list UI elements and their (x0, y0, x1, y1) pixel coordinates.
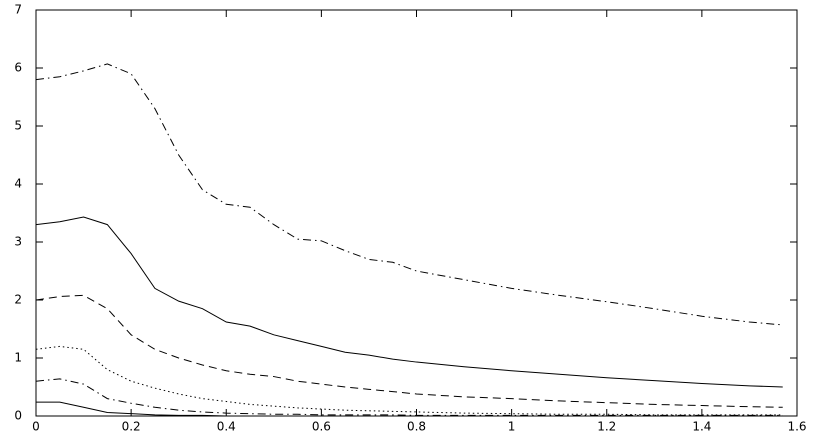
y-tick-label: 3 (14, 235, 22, 249)
line-series (36, 401, 783, 417)
x-tick-label: 1.2 (597, 420, 616, 434)
x-tick-label: 0 (32, 420, 40, 434)
plot-frame (35, 9, 798, 417)
y-tick-label: 4 (14, 177, 22, 191)
line-series (35, 294, 783, 408)
x-tick-label: 1 (508, 420, 516, 434)
line-series (35, 345, 783, 416)
line-series (35, 63, 783, 326)
y-tick-label: 0 (14, 409, 22, 423)
y-tick-label: 2 (14, 293, 22, 307)
x-tick-label: 0.4 (217, 420, 236, 434)
x-tick-label: 1.4 (692, 420, 711, 434)
line-series (35, 378, 783, 416)
y-tick-label: 7 (14, 3, 22, 17)
y-tick-label: 5 (14, 119, 22, 133)
x-tick-label: 0.6 (312, 420, 331, 434)
y-tick-label: 6 (14, 61, 22, 75)
y-tick-label: 1 (14, 351, 22, 365)
x-tick-label: 1.6 (787, 420, 806, 434)
line-series (35, 216, 783, 388)
x-tick-label: 0.8 (407, 420, 426, 434)
x-tick-label: 0.2 (122, 420, 141, 434)
